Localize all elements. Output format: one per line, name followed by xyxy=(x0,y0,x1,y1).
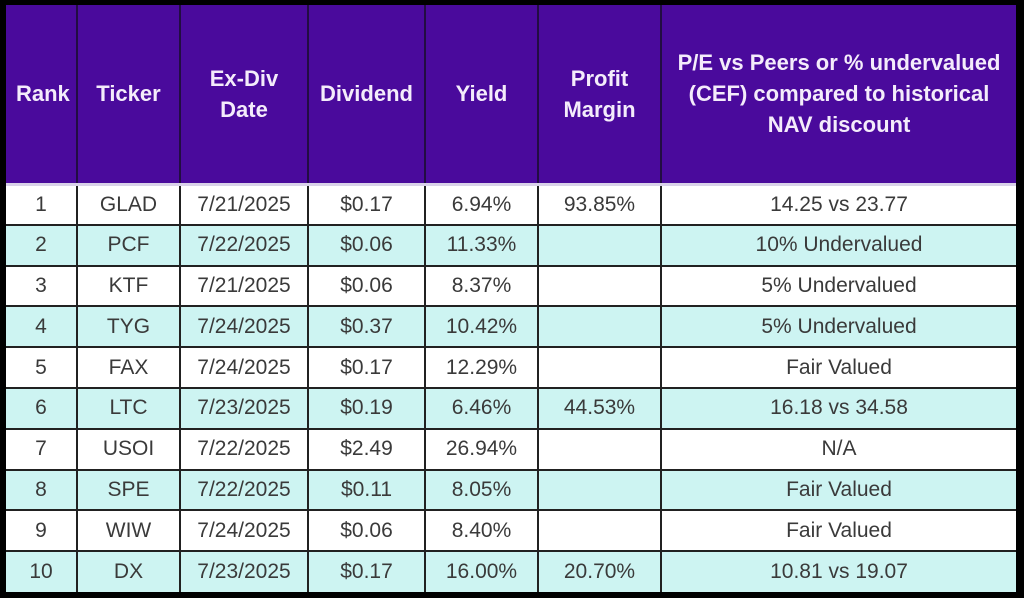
cell-ex-div-date: 7/22/2025 xyxy=(179,468,309,512)
cell-rank: 4 xyxy=(6,305,78,349)
cell-rank: 2 xyxy=(6,223,78,267)
cell-dividend: $0.17 xyxy=(307,346,426,389)
table-row: 7 USOI 7/22/2025 $2.49 26.94% N/A xyxy=(6,427,1016,471)
cell-ticker: SPE xyxy=(76,468,181,512)
table-row: 1 GLAD 7/21/2025 $0.17 6.94% 93.85% 14.25 vs 2… xyxy=(6,183,1016,226)
column-header-yield: Yield xyxy=(424,5,538,186)
cell-yield: 11.33% xyxy=(424,223,539,267)
cell-profit-margin xyxy=(537,427,662,471)
table-row: 8 SPE 7/22/2025 $0.11 8.05% Fair Valued xyxy=(6,468,1016,512)
table-row: 4 TYG 7/24/2025 $0.37 10.42% 5% Undervalued xyxy=(6,305,1016,349)
cell-ex-div-date: 7/21/2025 xyxy=(179,264,309,308)
cell-ex-div-date: 7/24/2025 xyxy=(179,305,309,349)
cell-ticker: TYG xyxy=(76,305,181,349)
cell-ex-div-date: 7/24/2025 xyxy=(179,346,309,389)
cell-pe-vs-peers: 14.25 vs 23.77 xyxy=(660,183,1016,226)
cell-ex-div-date: 7/23/2025 xyxy=(179,386,309,430)
column-header-ex-div-date: Ex-Div Date xyxy=(179,5,308,186)
cell-ex-div-date: 7/22/2025 xyxy=(179,427,309,471)
table-header: Rank Ticker Ex-Div Date Dividend Yield P… xyxy=(6,5,1016,186)
cell-yield: 12.29% xyxy=(424,346,539,389)
cell-pe-vs-peers: 16.18 vs 34.58 xyxy=(660,386,1016,430)
cell-profit-margin: 44.53% xyxy=(537,386,662,430)
cell-ex-div-date: 7/24/2025 xyxy=(179,509,309,553)
cell-dividend: $0.06 xyxy=(307,223,426,267)
cell-yield: 6.46% xyxy=(424,386,539,430)
cell-ex-div-date: 7/23/2025 xyxy=(179,550,309,592)
cell-ticker: DX xyxy=(76,550,181,592)
table-row: 3 KTF 7/21/2025 $0.06 8.37% 5% Undervalued xyxy=(6,264,1016,308)
cell-pe-vs-peers: N/A xyxy=(660,427,1016,471)
cell-rank: 1 xyxy=(6,183,78,226)
cell-yield: 10.42% xyxy=(424,305,539,349)
cell-dividend: $0.06 xyxy=(307,509,426,553)
cell-ticker: USOI xyxy=(76,427,181,471)
cell-dividend: $2.49 xyxy=(307,427,426,471)
cell-dividend: $0.19 xyxy=(307,386,426,430)
cell-dividend: $0.37 xyxy=(307,305,426,349)
cell-yield: 26.94% xyxy=(424,427,539,471)
cell-pe-vs-peers: 5% Undervalued xyxy=(660,305,1016,349)
cell-profit-margin: 93.85% xyxy=(537,183,662,226)
column-header-pe-vs-peers: P/E vs Peers or % undervalued (CEF) comp… xyxy=(660,5,1016,186)
cell-dividend: $0.06 xyxy=(307,264,426,308)
cell-rank: 9 xyxy=(6,509,78,553)
column-header-rank: Rank xyxy=(6,5,77,186)
cell-ticker: KTF xyxy=(76,264,181,308)
cell-dividend: $0.11 xyxy=(307,468,426,512)
cell-rank: 5 xyxy=(6,346,78,389)
table-body: 1 GLAD 7/21/2025 $0.17 6.94% 93.85% 14.25 vs 2… xyxy=(6,183,1016,592)
cell-yield: 8.40% xyxy=(424,509,539,553)
cell-yield: 6.94% xyxy=(424,183,539,226)
cell-profit-margin xyxy=(537,346,662,389)
cell-dividend: $0.17 xyxy=(307,183,426,226)
cell-profit-margin xyxy=(537,264,662,308)
cell-profit-margin xyxy=(537,305,662,349)
cell-pe-vs-peers: 10.81 vs 19.07 xyxy=(660,550,1016,592)
cell-ex-div-date: 7/21/2025 xyxy=(179,183,309,226)
cell-dividend: $0.17 xyxy=(307,550,426,592)
cell-ticker: LTC xyxy=(76,386,181,430)
cell-profit-margin xyxy=(537,468,662,512)
cell-profit-margin xyxy=(537,509,662,553)
header-row: Rank Ticker Ex-Div Date Dividend Yield P… xyxy=(6,5,1016,186)
cell-profit-margin: 20.70% xyxy=(537,550,662,592)
cell-pe-vs-peers: Fair Valued xyxy=(660,346,1016,389)
cell-rank: 10 xyxy=(6,550,78,592)
cell-pe-vs-peers: Fair Valued xyxy=(660,509,1016,553)
table-row: 2 PCF 7/22/2025 $0.06 11.33% 10% Undervalued xyxy=(6,223,1016,267)
table-row: 5 FAX 7/24/2025 $0.17 12.29% Fair Valued xyxy=(6,346,1016,389)
dividend-table: Rank Ticker Ex-Div Date Dividend Yield P… xyxy=(6,5,1016,592)
table-row: 10 DX 7/23/2025 $0.17 16.00% 20.70% 10.81 vs 1… xyxy=(6,550,1016,592)
cell-ticker: GLAD xyxy=(76,183,181,226)
cell-profit-margin xyxy=(537,223,662,267)
cell-yield: 8.05% xyxy=(424,468,539,512)
cell-pe-vs-peers: 5% Undervalued xyxy=(660,264,1016,308)
cell-rank: 6 xyxy=(6,386,78,430)
cell-ex-div-date: 7/22/2025 xyxy=(179,223,309,267)
table-row: 6 LTC 7/23/2025 $0.19 6.46% 44.53% 16.18 vs 34… xyxy=(6,386,1016,430)
cell-ticker: PCF xyxy=(76,223,181,267)
cell-yield: 16.00% xyxy=(424,550,539,592)
column-header-ticker: Ticker xyxy=(76,5,180,186)
cell-ticker: WIW xyxy=(76,509,181,553)
cell-pe-vs-peers: Fair Valued xyxy=(660,468,1016,512)
cell-rank: 8 xyxy=(6,468,78,512)
column-header-dividend: Dividend xyxy=(307,5,425,186)
column-header-profit-margin: Profit Margin xyxy=(537,5,661,186)
cell-rank: 7 xyxy=(6,427,78,471)
cell-rank: 3 xyxy=(6,264,78,308)
cell-pe-vs-peers: 10% Undervalued xyxy=(660,223,1016,267)
cell-ticker: FAX xyxy=(76,346,181,389)
table-row: 9 WIW 7/24/2025 $0.06 8.40% Fair Valued xyxy=(6,509,1016,553)
cell-yield: 8.37% xyxy=(424,264,539,308)
